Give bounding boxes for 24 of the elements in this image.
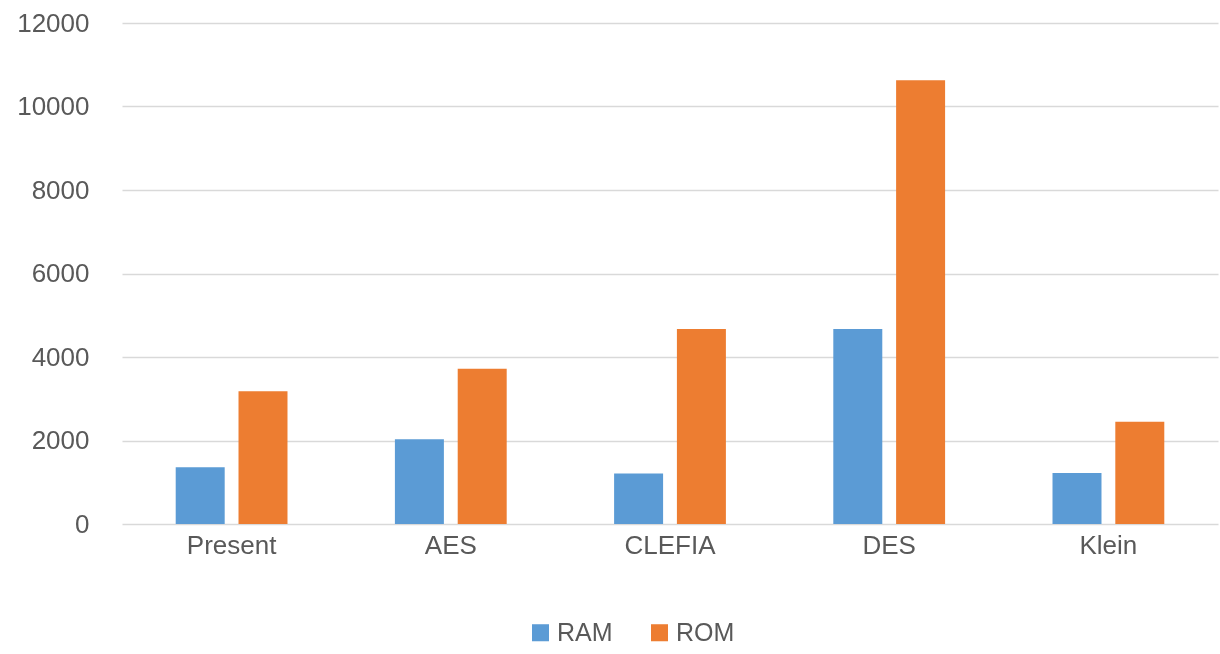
bar: [238, 391, 288, 524]
bar: [833, 329, 883, 524]
bar: [896, 80, 946, 524]
x-tick-label: DES: [862, 529, 916, 560]
bar: [676, 329, 726, 524]
bar: [394, 439, 444, 524]
x-tick-label: AES: [424, 529, 477, 560]
bar: [1052, 473, 1102, 524]
y-tick-label: 12000: [17, 7, 90, 38]
y-tick-label: 8000: [31, 174, 90, 205]
x-tick-label: Klein: [1079, 529, 1138, 560]
legend-label: ROM: [676, 617, 735, 646]
y-tick-label: 10000: [17, 91, 90, 121]
y-tick-label: 4000: [31, 341, 90, 372]
legend-label: RAM: [557, 617, 613, 646]
bar: [614, 473, 664, 524]
bar: [1115, 421, 1165, 524]
y-tick-label: 2000: [31, 425, 90, 455]
bar: [457, 368, 507, 524]
y-tick-label: 6000: [31, 258, 90, 288]
y-tick-label: 0: [75, 508, 90, 539]
x-tick-label: Present: [186, 529, 278, 560]
bar: [175, 467, 225, 524]
x-tick-label: CLEFIA: [624, 529, 717, 560]
